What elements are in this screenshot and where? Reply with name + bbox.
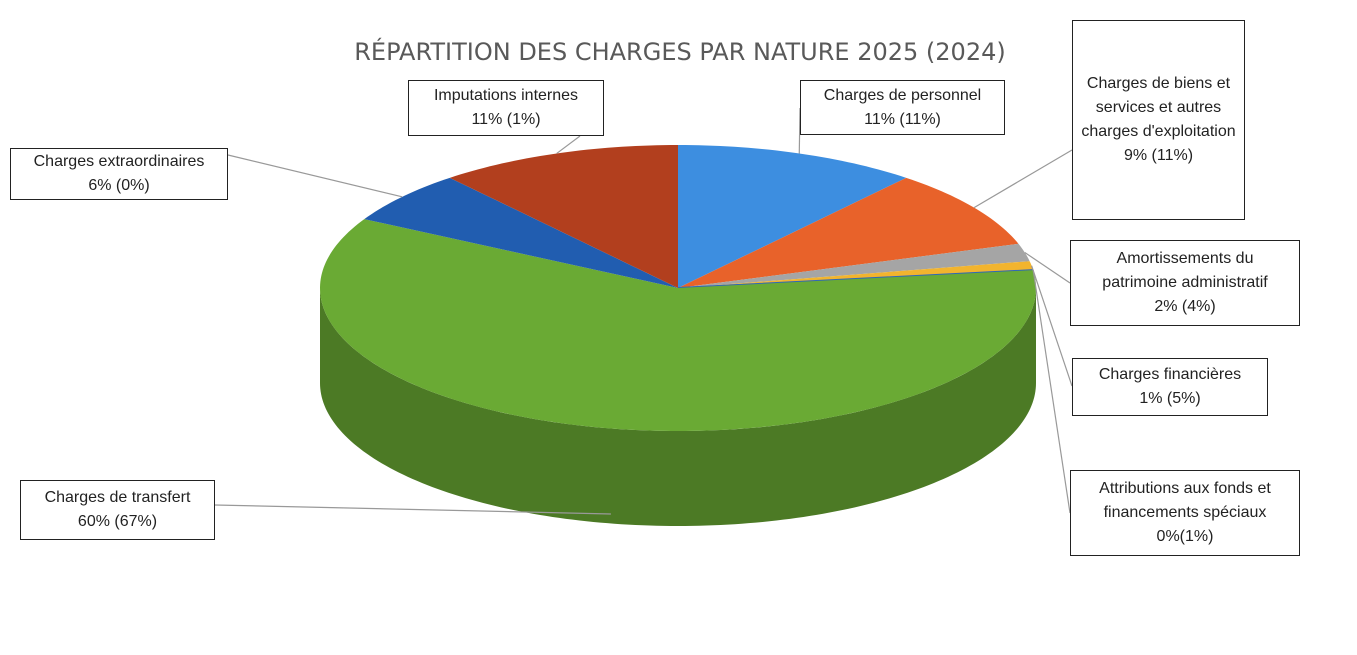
leader-line <box>556 135 581 154</box>
slice <box>678 177 1019 288</box>
leader-line <box>1031 265 1073 387</box>
data-label: 9% (11%) <box>1123 147 1194 164</box>
data-label-box: Imputations internes 11% (1%) <box>408 80 604 136</box>
slice-side <box>320 288 1036 526</box>
leader-line <box>973 149 1073 209</box>
pie-top <box>320 145 1036 431</box>
category-label: Charges financières <box>1098 366 1242 383</box>
data-label: 60% (67%) <box>77 513 158 530</box>
data-label-box: Charges de transfert 60% (67%) <box>20 480 215 540</box>
slice <box>678 145 907 288</box>
leader-line <box>1032 269 1071 514</box>
data-label: 0%(1%) <box>1156 528 1214 545</box>
data-label-box: Charges de personnel 11% (11%) <box>800 80 1005 135</box>
leader-line <box>798 107 801 154</box>
category-label: Imputations internes <box>433 87 579 104</box>
slice <box>364 177 678 288</box>
pie-sides <box>320 288 1036 526</box>
leader-line <box>214 504 611 515</box>
slice <box>678 243 1030 288</box>
data-label-box: Charges extraordinaires 6% (0%) <box>10 148 228 200</box>
category-label: Amortissements du patrimoine administrat… <box>1102 250 1268 291</box>
data-label: 6% (0%) <box>88 177 150 194</box>
data-label-box: Attributions aux fonds et financements s… <box>1070 470 1300 556</box>
slice <box>678 261 1034 288</box>
category-label: Charges de personnel <box>823 86 982 104</box>
data-label: 11% (11%) <box>864 110 941 128</box>
category-label: Charges de biens et services et autres c… <box>1081 75 1236 140</box>
category-label: Attributions aux fonds et financements s… <box>1099 480 1271 521</box>
data-label-box: Charges financières 1% (5%) <box>1072 358 1268 416</box>
data-label: 11% (1%) <box>471 111 541 128</box>
data-label: 1% (5%) <box>1139 390 1201 407</box>
category-label: Charges de transfert <box>44 489 191 506</box>
data-label-box: Amortissements du patrimoine administrat… <box>1070 240 1300 326</box>
chart-title: RÉPARTITION DES CHARGES PAR NATURE 2025 … <box>354 37 1005 66</box>
slice <box>449 145 678 288</box>
data-label: 2% (4%) <box>1154 298 1216 315</box>
leader-line <box>227 154 403 198</box>
data-label-box: Charges de biens et services et autres c… <box>1072 20 1245 220</box>
slice <box>320 219 1036 431</box>
leader-line <box>1024 251 1071 284</box>
category-label: Charges extraordinaires <box>33 153 205 170</box>
